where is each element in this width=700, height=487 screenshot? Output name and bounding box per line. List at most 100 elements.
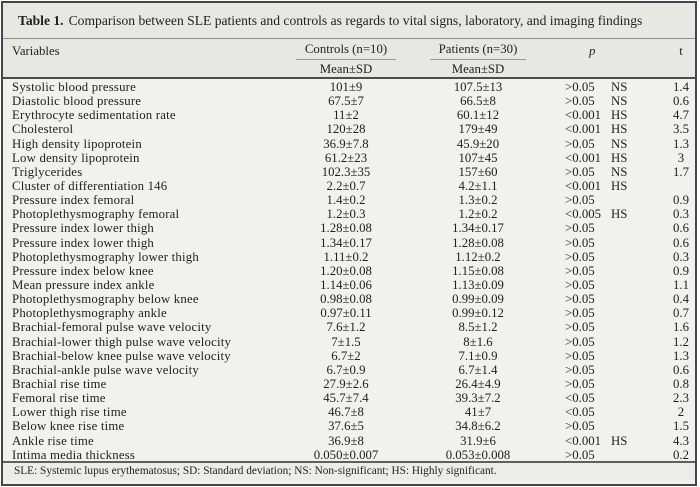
p-value: >0.05 [565, 348, 595, 363]
table-row: Erythrocyte sedimentation rate 11±2 60.1±1… [3, 108, 695, 122]
patients-value: 39.3±7.2 [455, 391, 501, 406]
patients-value: 45.9±20 [456, 136, 500, 151]
controls-meansd-label: Mean±SD [319, 62, 373, 76]
patients-value: 6.7±1.4 [458, 362, 498, 377]
p-value: <0.05 [565, 391, 595, 406]
patients-value: 7.1±0.9 [458, 348, 498, 363]
p-value: <0.001 [565, 150, 602, 165]
controls-value: 45.7±7.4 [323, 391, 369, 406]
controls-value: 0.050±0.007 [313, 447, 379, 461]
patients-value: 179±49 [458, 122, 498, 137]
p-cell: <0.005 HS [545, 207, 667, 221]
p-cell: <0.001 HS [545, 122, 667, 136]
significance-label: HS [611, 150, 628, 165]
p-cell: >0.05 [545, 264, 667, 278]
p-cell: <0.05 [545, 391, 667, 405]
t-value [667, 179, 695, 193]
table-row: Low density lipoprotein 61.2±23 107±45 <0.0… [3, 151, 695, 165]
t-value: 0.2 [673, 447, 689, 461]
patients-value: 1.15±0.08 [452, 263, 504, 278]
table-row: Ankle rise time 36.9±8 31.9±6 <0.001 HS 4.3 [3, 434, 695, 448]
t-value: 1.1 [673, 277, 689, 292]
p-value: >0.05 [565, 221, 595, 236]
patients-value: 1.12±0.2 [455, 249, 501, 264]
p-value: <0.05 [565, 405, 595, 420]
t-value: 0.3 [673, 249, 689, 264]
controls-value: 0.98±0.08 [320, 292, 372, 307]
table-row: Brachial-below knee pulse wave velocity 6… [3, 349, 695, 363]
patients-value: 157±60 [458, 164, 498, 179]
t-value: 2.3 [673, 391, 689, 406]
p-cell: >0.05 [545, 292, 667, 306]
table-row: Pressure index femoral 1.4±0.2 1.3±0.2 >0.0… [3, 193, 695, 207]
p-cell: >0.05 [545, 335, 667, 349]
variable-cell: Pressure index lower thigh [12, 235, 155, 250]
table-row: Brachial rise time 27.9±2.6 26.4±4.9 >0.05 0… [3, 377, 695, 391]
p-value: >0.05 [565, 249, 595, 264]
p-cell: >0.05 NS [545, 94, 667, 108]
controls-value: 61.2±23 [324, 150, 368, 165]
patients-value: 107±45 [458, 150, 498, 165]
controls-value: 101±9 [329, 80, 363, 94]
table-row: Triglycerides 102.3±35 157±60 >0.05 NS 1.7 [3, 165, 695, 179]
p-value: >0.05 [565, 292, 595, 307]
controls-value: 37.6±5 [328, 419, 364, 434]
t-value: 1.7 [673, 164, 689, 179]
p-value: >0.05 [565, 306, 595, 321]
controls-value: 1.34±0.17 [320, 235, 372, 250]
p-value: >0.05 [565, 447, 595, 461]
p-value: >0.05 [565, 320, 595, 335]
p-cell: >0.05 [545, 419, 667, 433]
variable-cell: Ankle rise time [12, 433, 94, 448]
p-value: >0.05 [565, 193, 595, 208]
table-row: Brachial-femoral pulse wave velocity 7.6±… [3, 320, 695, 334]
patients-value: 1.2±0.2 [458, 207, 498, 222]
patients-value: 1.34±0.17 [452, 221, 504, 236]
controls-value: 67.5±7 [328, 94, 364, 109]
p-cell: >0.05 [545, 377, 667, 391]
patients-meansd-label: Mean±SD [451, 62, 505, 76]
controls-value: 102.3±35 [321, 164, 371, 179]
column-header-p: p [589, 44, 596, 58]
significance-label: NS [611, 94, 628, 109]
column-header-patients: Patients (n=30) Mean±SD [411, 39, 545, 77]
p-cell: <0.05 [545, 405, 667, 419]
controls-value: 1.14±0.06 [320, 277, 372, 292]
p-cell: >0.05 [545, 448, 667, 461]
variable-cell: Photoplethysmography ankle [12, 306, 167, 321]
t-value: 1.3 [673, 348, 689, 363]
p-cell: >0.05 NS [545, 165, 667, 179]
significance-label: HS [611, 433, 628, 448]
controls-value: 6.7±0.9 [326, 362, 366, 377]
t-value: 0.9 [673, 193, 689, 208]
t-value: 0.6 [673, 221, 689, 236]
p-value: <0.001 [565, 433, 602, 448]
controls-group-label: Controls (n=10) [295, 42, 397, 60]
p-cell: >0.05 [545, 221, 667, 235]
table-number-label: Table 1. [18, 12, 64, 28]
p-value: >0.05 [565, 376, 595, 391]
variable-cell: Pressure index lower thigh [12, 221, 155, 236]
t-value: 0.6 [673, 362, 689, 377]
t-value: 1.4 [673, 80, 689, 94]
controls-value: 6.7±2 [331, 348, 361, 363]
controls-value: 1.11±0.2 [323, 249, 369, 264]
variable-cell: Triglycerides [12, 164, 83, 179]
table-row: Cholesterol 120±28 179±49 <0.001 HS 3.5 [3, 122, 695, 136]
p-value: <0.001 [565, 108, 602, 123]
t-value: 1.3 [673, 136, 689, 151]
p-cell: >0.05 [545, 193, 667, 207]
t-value: 1.6 [673, 320, 689, 335]
p-cell: >0.05 [545, 236, 667, 250]
table-footnote: SLE: Systemic lupus erythematosus; SD: S… [3, 461, 695, 480]
p-value: >0.05 [565, 235, 595, 250]
variable-cell: Photoplethysmography femoral [12, 207, 180, 222]
variable-cell: Brachial-lower thigh pulse wave velocity [12, 334, 232, 349]
patients-value: 1.28±0.08 [452, 235, 504, 250]
significance-label: HS [611, 122, 628, 137]
p-cell: <0.001 HS [545, 108, 667, 122]
variable-cell: Below knee rise time [12, 419, 125, 434]
variable-cell: Cluster of differentiation 146 [12, 178, 168, 193]
significance-label: NS [611, 136, 628, 151]
